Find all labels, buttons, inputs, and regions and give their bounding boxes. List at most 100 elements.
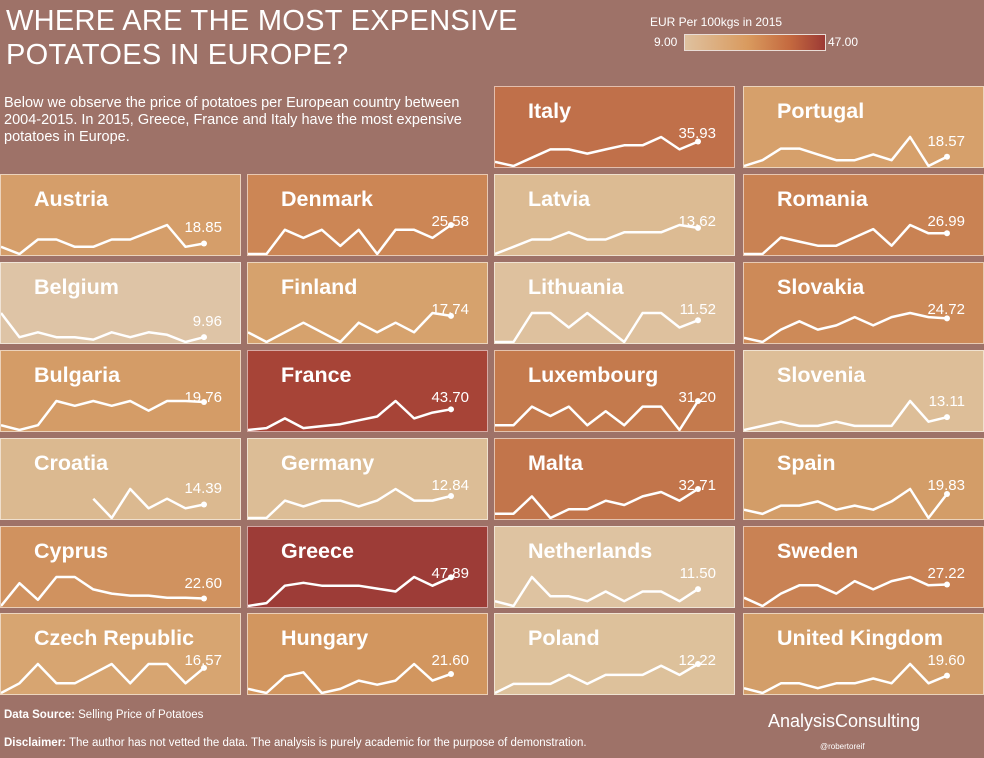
price-trend-line	[744, 662, 948, 694]
country-name: Slovakia	[777, 275, 865, 299]
price-trend-line	[495, 575, 699, 607]
price-2015-label: 35.93	[678, 125, 716, 142]
sparkline-chart	[248, 222, 454, 255]
country-tile: Poland 12.22	[494, 613, 735, 695]
country-name: Malta	[528, 451, 583, 475]
sparkline-chart	[248, 311, 454, 343]
country-tile: France 43.70	[247, 350, 488, 432]
price-2015-label: 19.76	[184, 389, 222, 406]
country-tile: Denmark 25.58	[247, 174, 488, 256]
country-name: Finland	[281, 275, 358, 299]
price-trend-line	[1, 223, 205, 255]
country-name: Sweden	[777, 539, 859, 563]
sparkline-chart	[248, 399, 454, 431]
price-trend-line	[495, 135, 699, 167]
price-trend-line	[1, 575, 205, 607]
latest-value-point	[201, 595, 207, 602]
sparkline-chart	[495, 486, 701, 519]
latest-value-point	[201, 240, 207, 247]
latest-value-point	[695, 224, 701, 231]
country-name: Italy	[528, 99, 572, 123]
country-tile: Croatia 14.39	[0, 438, 241, 520]
country-tile: Bulgaria 19.76	[0, 350, 241, 432]
data-source-text: Selling Price of Potatoes	[74, 709, 204, 721]
price-2015-label: 11.50	[679, 565, 716, 583]
price-trend-line	[248, 399, 452, 431]
disclaimer-note: Disclaimer: The author has not vetted th…	[4, 737, 587, 749]
country-tile: Sweden 27.22	[743, 526, 984, 608]
latest-value-point	[695, 661, 701, 667]
country-tile: Latvia 13.62	[494, 174, 735, 256]
price-trend-line	[248, 311, 452, 343]
price-2015-label: 19.60	[927, 652, 965, 669]
country-tile: Austria 18.85	[0, 174, 241, 256]
latest-value-point	[944, 414, 950, 421]
latest-value-point	[201, 334, 207, 341]
country-name: Slovenia	[777, 363, 866, 387]
price-2015-label: 16.57	[184, 652, 222, 669]
sparkline-chart	[1, 662, 207, 694]
country-tile: Germany 12.84	[247, 438, 488, 520]
price-2015-label: 26.99	[927, 213, 965, 230]
sparkline-chart	[248, 574, 454, 607]
latest-value-point	[944, 315, 950, 322]
sparkline-chart	[495, 398, 701, 431]
legend-max-label: 47.00	[828, 35, 859, 49]
price-2015-label: 12.22	[678, 652, 716, 669]
latest-value-point	[201, 664, 207, 671]
price-2015-label: 18.57	[927, 132, 965, 150]
intro-text: Below we observe the price of potatoes p…	[4, 95, 462, 145]
price-trend-line	[744, 135, 948, 167]
price-trend-line	[744, 575, 948, 607]
brand-logo-text: AnalysisConsulting	[768, 711, 921, 731]
country-name: Austria	[34, 187, 109, 211]
sparkline-chart	[1, 312, 207, 343]
country-name: Bulgaria	[34, 363, 121, 387]
latest-value-point	[944, 153, 950, 160]
price-2015-label: 13.11	[928, 393, 965, 411]
price-2015-label: 25.58	[431, 213, 469, 230]
price-trend-line	[1, 399, 205, 431]
price-2015-label: 17.74	[431, 301, 469, 318]
sparkline-chart	[495, 311, 701, 343]
latest-value-point	[944, 581, 950, 588]
price-trend-line	[1, 662, 205, 694]
country-name: Croatia	[34, 451, 109, 475]
legend-min-label: 9.00	[654, 35, 678, 49]
latest-value-point	[944, 490, 950, 497]
country-name: Hungary	[281, 626, 369, 650]
page-title: WHERE ARE THE MOST EXPENSIVE POTATOES IN…	[6, 5, 518, 71]
disclaimer-text: The author has not vetted the data. The …	[66, 737, 587, 749]
country-name: Luxembourg	[528, 363, 659, 387]
latest-value-point	[448, 312, 454, 319]
country-tile: Spain 19.83	[743, 438, 984, 520]
author-handle: @robertoreif	[820, 742, 865, 751]
country-name: United Kingdom	[777, 626, 944, 650]
latest-value-point	[448, 670, 454, 677]
country-name: Denmark	[281, 187, 374, 211]
sparkline-chart	[1, 223, 207, 255]
price-trend-line	[92, 487, 205, 519]
country-tile: Cyprus 22.60	[0, 526, 241, 608]
country-name: Czech Republic	[34, 626, 195, 650]
country-name: Spain	[777, 451, 836, 475]
price-trend-line	[248, 487, 452, 519]
price-trend-line	[495, 487, 699, 519]
sparkline-chart	[744, 487, 950, 519]
price-2015-label: 14.39	[184, 480, 222, 498]
country-tile: Slovakia 24.72	[743, 262, 984, 344]
country-tile: Czech Republic 16.57	[0, 613, 241, 695]
sparkline-chart	[744, 311, 950, 343]
color-legend-bar	[684, 34, 826, 51]
sparkline-chart	[744, 135, 950, 167]
price-trend-line	[495, 400, 700, 431]
sparkline-chart	[744, 575, 950, 607]
country-tile: Greece 47.89	[247, 526, 488, 608]
price-2015-label: 21.60	[431, 652, 469, 669]
latest-value-point	[448, 222, 454, 228]
latest-value-point	[448, 492, 454, 499]
country-name: Belgium	[34, 275, 119, 299]
sparkline-chart	[1, 575, 207, 607]
price-trend-line	[495, 662, 699, 694]
latest-value-point	[944, 672, 950, 679]
